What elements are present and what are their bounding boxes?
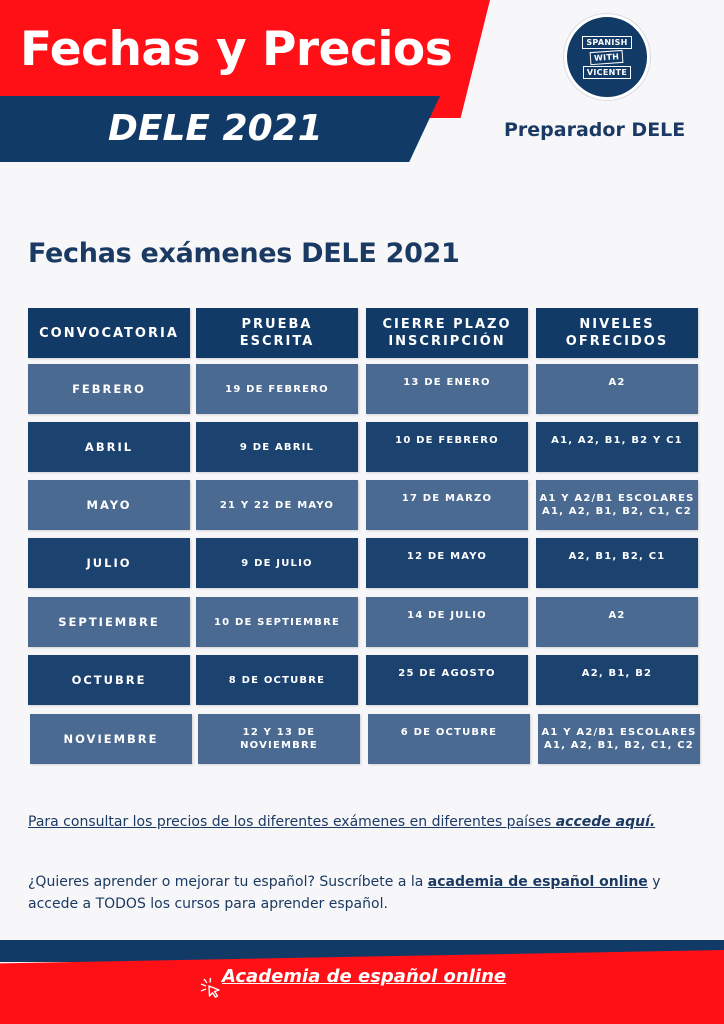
prices-note[interactable]: Para consultar los precios de los difere… bbox=[28, 814, 655, 830]
academy-link[interactable]: academia de español online bbox=[427, 874, 648, 890]
table-cell-cierre-plazo: 25 DE AGOSTO bbox=[366, 655, 528, 705]
table-cell-prueba-escrita: 8 DE OCTUBRE bbox=[196, 655, 358, 705]
academy-note: ¿Quieres aprender o mejorar tu español? … bbox=[28, 871, 708, 915]
footer-academy-link[interactable]: Academia de español online bbox=[222, 966, 507, 987]
table-cell-convocatoria: OCTUBRE bbox=[28, 655, 190, 705]
table-cell-convocatoria: SEPTIEMBRE bbox=[28, 597, 190, 647]
table-cell-prueba-escrita: 10 DE SEPTIEMBRE bbox=[196, 597, 358, 647]
table-cell-prueba-escrita: 21 Y 22 DE MAYO bbox=[196, 480, 358, 530]
section-heading: Fechas exámenes DELE 2021 bbox=[28, 238, 460, 269]
table-cell-niveles: A2, B1, B2, C1 bbox=[536, 538, 698, 588]
table-cell-convocatoria: FEBRERO bbox=[28, 364, 190, 414]
table-cell-convocatoria: MAYO bbox=[28, 480, 190, 530]
table-header-convocatoria: CONVOCATORIA bbox=[28, 308, 190, 358]
table-cell-niveles: A1 Y A2/B1 ESCOLARES A1, A2, B1, B2, C1,… bbox=[538, 714, 700, 764]
table-header-niveles: NIVELES OFRECIDOS bbox=[536, 308, 698, 358]
table-cell-niveles: A2 bbox=[536, 364, 698, 414]
table-cell-convocatoria: JULIO bbox=[28, 538, 190, 588]
table-cell-prueba-escrita: 9 DE ABRIL bbox=[196, 422, 358, 472]
table-cell-niveles: A1 Y A2/B1 ESCOLARES A1, A2, B1, B2, C1,… bbox=[536, 480, 698, 530]
spanish-with-vicente-logo[interactable]: SPANISH WITH VICENTE bbox=[564, 14, 650, 100]
footer-red-band bbox=[0, 950, 724, 1024]
table-header-cierre-plazo: CIERRE PLAZO INSCRIPCIÓN bbox=[366, 308, 528, 358]
table-cell-cierre-plazo: 13 DE ENERO bbox=[366, 364, 528, 414]
table-cell-niveles: A2 bbox=[536, 597, 698, 647]
prices-link[interactable]: accede aquí. bbox=[555, 814, 656, 830]
table-cell-niveles: A1, A2, B1, B2 Y C1 bbox=[536, 422, 698, 472]
prices-note-text: Para consultar los precios de los difere… bbox=[28, 814, 556, 830]
tagline: Preparador DELE bbox=[504, 119, 686, 141]
table-cell-convocatoria: ABRIL bbox=[28, 422, 190, 472]
table-cell-convocatoria: NOVIEMBRE bbox=[30, 714, 192, 764]
cursor-click-icon bbox=[200, 977, 220, 998]
table-cell-niveles: A2, B1, B2 bbox=[536, 655, 698, 705]
logo-line-2: WITH bbox=[590, 49, 624, 65]
table-cell-prueba-escrita: 12 Y 13 DE NOVIEMBRE bbox=[198, 714, 360, 764]
table-cell-cierre-plazo: 10 DE FEBRERO bbox=[366, 422, 528, 472]
table-cell-prueba-escrita: 19 DE FEBRERO bbox=[196, 364, 358, 414]
academy-note-after: y accede a TODOS los cursos para aprende… bbox=[28, 874, 661, 912]
table-cell-cierre-plazo: 12 DE MAYO bbox=[366, 538, 528, 588]
table-cell-cierre-plazo: 17 DE MARZO bbox=[366, 480, 528, 530]
header-navy-banner bbox=[0, 96, 440, 162]
page-subtitle: DELE 2021 bbox=[108, 108, 323, 149]
table-cell-cierre-plazo: 6 DE OCTUBRE bbox=[368, 714, 530, 764]
table-cell-prueba-escrita: 9 DE JULIO bbox=[196, 538, 358, 588]
logo-line-1: SPANISH bbox=[582, 35, 632, 49]
table-header-prueba-escrita: PRUEBA ESCRITA bbox=[196, 308, 358, 358]
page-title: Fechas y Precios bbox=[20, 22, 453, 77]
academy-note-before: ¿Quieres aprender o mejorar tu español? … bbox=[28, 874, 428, 890]
logo-line-3: VICENTE bbox=[582, 65, 632, 79]
table-cell-cierre-plazo: 14 DE JULIO bbox=[366, 597, 528, 647]
